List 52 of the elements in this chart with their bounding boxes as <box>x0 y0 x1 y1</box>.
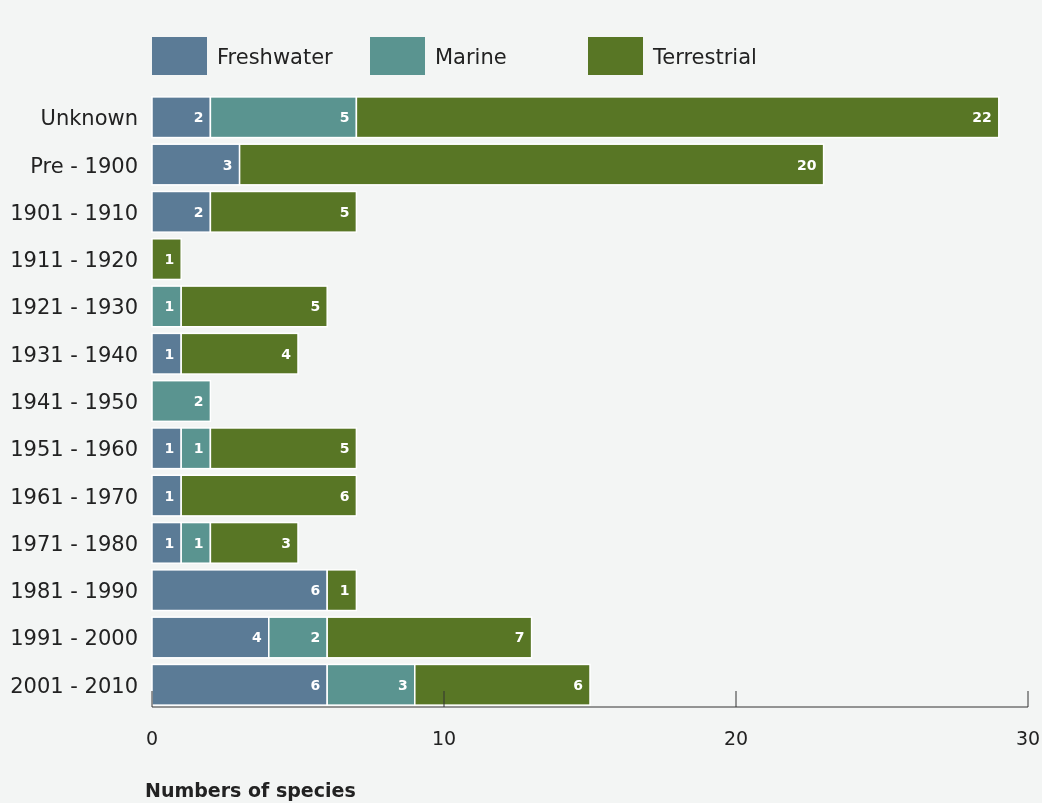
y-tick-label: 1951 - 1960 <box>10 437 138 462</box>
data-label: 6 <box>310 676 321 693</box>
x-tick-label: 0 <box>145 727 159 749</box>
y-tick-label: 1931 - 1940 <box>10 342 138 367</box>
y-tick-label: 1941 - 1950 <box>10 390 138 414</box>
data-label: 1 <box>193 440 204 457</box>
data-label: 1 <box>164 298 175 315</box>
y-tick-label: 1961 - 1970 <box>10 484 138 509</box>
y-tick-label: Unknown <box>40 106 138 131</box>
x-tick-label: 20 <box>723 727 749 749</box>
data-label: 5 <box>339 203 350 220</box>
y-tick-label: 2001 - 2010 <box>10 673 138 698</box>
data-label: 2 <box>193 109 204 126</box>
data-label: 4 <box>252 629 263 646</box>
data-label: 6 <box>339 487 350 504</box>
bar <box>151 238 182 281</box>
y-tick-label: Pre - 1900 <box>30 153 138 178</box>
data-label: 1 <box>193 534 204 551</box>
data-label: 5 <box>310 298 321 315</box>
data-label: 5 <box>339 109 350 126</box>
data-label: 3 <box>398 676 408 693</box>
legend-label: Freshwater <box>217 45 334 69</box>
data-label: 2 <box>310 629 321 646</box>
y-tick-label: 1971 - 1980 <box>10 531 138 556</box>
y-tick-label: 1911 - 1920 <box>10 248 138 273</box>
bar <box>151 379 212 423</box>
x-tick-label: 10 <box>431 727 457 749</box>
data-label: 22 <box>972 109 992 126</box>
data-label: 1 <box>164 440 175 457</box>
x-tick-label: 30 <box>1015 727 1041 749</box>
data-label: 6 <box>573 676 583 693</box>
x-axis-title: Numbers of species <box>145 779 356 801</box>
y-tick-label: 1991 - 2000 <box>10 626 138 651</box>
y-tick-label: 1901 - 1910 <box>10 200 138 225</box>
data-label: 20 <box>797 156 817 173</box>
data-label: 4 <box>281 345 292 362</box>
data-label: 1 <box>164 251 175 268</box>
data-label: 1 <box>164 345 175 362</box>
data-label: 1 <box>164 534 175 551</box>
legend-label: Marine <box>435 45 507 69</box>
data-label: 1 <box>339 582 350 599</box>
y-tick-label: 1981 - 1990 <box>10 579 138 604</box>
y-tick-label: 1921 - 1930 <box>10 295 138 320</box>
data-label: 2 <box>193 203 204 220</box>
data-label: 3 <box>222 156 233 173</box>
data-label: 7 <box>514 629 525 646</box>
data-label: 1 <box>164 487 175 504</box>
data-label: 6 <box>310 582 321 599</box>
legend-label: Terrestrial <box>652 45 757 69</box>
data-label: 2 <box>193 393 204 409</box>
data-label: 3 <box>281 534 291 551</box>
data-label: 5 <box>339 440 350 457</box>
